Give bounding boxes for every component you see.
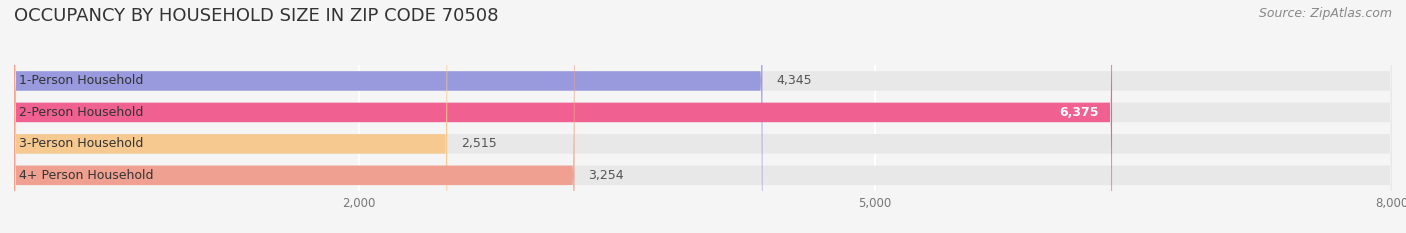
- FancyBboxPatch shape: [14, 0, 575, 233]
- Text: 6,375: 6,375: [1059, 106, 1098, 119]
- Text: 4+ Person Household: 4+ Person Household: [20, 169, 153, 182]
- FancyBboxPatch shape: [14, 0, 1392, 233]
- Text: 3,254: 3,254: [588, 169, 624, 182]
- FancyBboxPatch shape: [14, 0, 762, 233]
- Text: OCCUPANCY BY HOUSEHOLD SIZE IN ZIP CODE 70508: OCCUPANCY BY HOUSEHOLD SIZE IN ZIP CODE …: [14, 7, 499, 25]
- Text: 3-Person Household: 3-Person Household: [20, 137, 143, 150]
- Text: 1-Person Household: 1-Person Household: [20, 75, 143, 87]
- FancyBboxPatch shape: [14, 0, 1392, 233]
- FancyBboxPatch shape: [14, 0, 447, 233]
- Text: 2-Person Household: 2-Person Household: [20, 106, 143, 119]
- FancyBboxPatch shape: [14, 0, 1392, 233]
- FancyBboxPatch shape: [14, 0, 1112, 233]
- Text: 2,515: 2,515: [461, 137, 496, 150]
- Text: Source: ZipAtlas.com: Source: ZipAtlas.com: [1258, 7, 1392, 20]
- Text: 4,345: 4,345: [776, 75, 811, 87]
- FancyBboxPatch shape: [14, 0, 1392, 233]
